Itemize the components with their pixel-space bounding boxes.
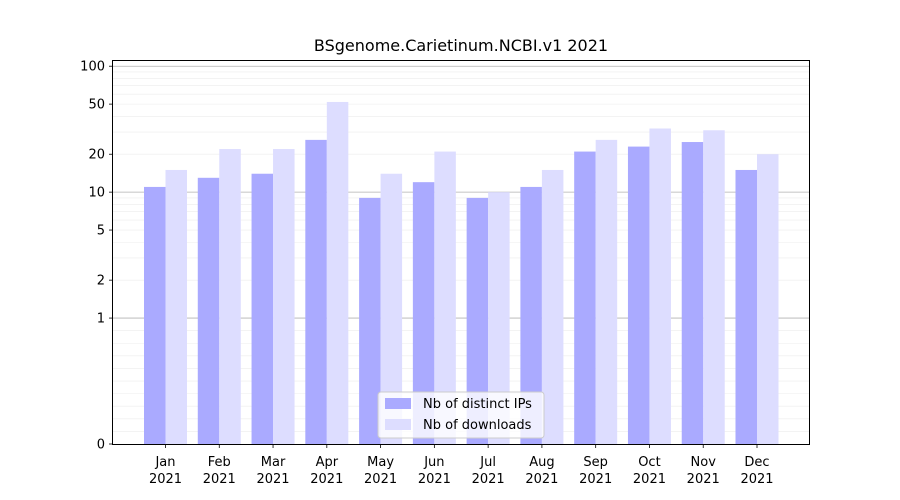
bar-downloads-jul bbox=[488, 192, 510, 444]
x-tick-label-year: 2021 bbox=[687, 472, 720, 487]
bar-downloads-aug bbox=[541, 169, 564, 444]
bar-distinct-ips-dec bbox=[735, 169, 757, 444]
y-tick-label: 2 bbox=[97, 274, 105, 289]
x-tick-label-month: Mar bbox=[261, 455, 286, 470]
bar-distinct-ips-apr bbox=[305, 139, 327, 444]
x-tick-label-year: 2021 bbox=[364, 472, 397, 487]
x-tick-label-month: Jun bbox=[423, 455, 444, 470]
x-tick-label-year: 2021 bbox=[310, 472, 343, 487]
bar-downloads-may bbox=[380, 173, 403, 444]
y-tick-label: 50 bbox=[88, 98, 105, 113]
bar-downloads-feb bbox=[219, 149, 241, 445]
bar-distinct-ips-may bbox=[359, 197, 381, 444]
bar-downloads-nov bbox=[703, 130, 725, 444]
x-tick-label-year: 2021 bbox=[740, 472, 773, 487]
bar-downloads-jun bbox=[434, 151, 456, 445]
x-tick-label-year: 2021 bbox=[256, 472, 289, 487]
y-tick-label: 1 bbox=[97, 312, 105, 327]
bar-downloads-oct bbox=[649, 128, 671, 444]
x-tick-label-month: Feb bbox=[208, 455, 231, 470]
bar-downloads-jan bbox=[165, 169, 187, 444]
x-tick-label-month: Apr bbox=[316, 455, 339, 470]
x-tick-label-month: Sep bbox=[583, 455, 608, 470]
x-tick-label-year: 2021 bbox=[418, 472, 451, 487]
chart-title: BSgenome.Carietinum.NCBI.v1 2021 bbox=[314, 36, 608, 55]
y-tick-label: 10 bbox=[88, 186, 105, 201]
bar-distinct-ips-jan bbox=[144, 186, 166, 445]
plot-frame bbox=[112, 60, 810, 445]
x-tick-label-month: Dec bbox=[744, 455, 769, 470]
legend-swatch-distinct-ips bbox=[385, 398, 411, 409]
bar-downloads-mar bbox=[273, 149, 295, 445]
x-tick-label-month: Aug bbox=[529, 455, 554, 470]
y-tick-label: 100 bbox=[80, 60, 105, 75]
x-tick-label-year: 2021 bbox=[203, 472, 236, 487]
bar-downloads-dec bbox=[757, 154, 779, 444]
legend-label-distinct-ips: Nb of distinct IPs bbox=[423, 397, 532, 412]
bar-distinct-ips-jun bbox=[412, 182, 435, 444]
x-tick-label-year: 2021 bbox=[472, 472, 505, 487]
legend-label-downloads: Nb of downloads bbox=[423, 418, 532, 433]
bar-distinct-ips-oct bbox=[627, 146, 650, 445]
y-tick-label: 0 bbox=[97, 438, 105, 453]
x-axis: Jan 2021 Feb 2021 Mar 2021 Apr 2021 May 2021 Jun 20… bbox=[149, 444, 774, 487]
bar-distinct-ips-jul bbox=[466, 197, 489, 444]
bar-distinct-ips-aug bbox=[520, 186, 542, 445]
bars-layer bbox=[144, 101, 779, 445]
legend-box bbox=[377, 391, 545, 439]
bar-downloads-sep bbox=[595, 139, 618, 444]
x-tick-label-year: 2021 bbox=[633, 472, 666, 487]
x-tick-label-month: Oct bbox=[638, 455, 660, 470]
bar-downloads-apr bbox=[326, 101, 349, 444]
legend: Nb of distinct IPs Nb of downloads bbox=[377, 391, 545, 439]
x-tick-label-year: 2021 bbox=[149, 472, 182, 487]
bar-distinct-ips-feb bbox=[197, 177, 220, 444]
y-axis: 0 1 2 5 10 20 50 100 bbox=[80, 60, 113, 453]
x-tick-label-month: Nov bbox=[691, 455, 717, 470]
y-tick-label: 20 bbox=[88, 148, 105, 163]
x-tick-label-year: 2021 bbox=[579, 472, 612, 487]
bar-distinct-ips-nov bbox=[681, 142, 704, 444]
bar-distinct-ips-mar bbox=[251, 173, 274, 444]
x-tick-label-month: Jan bbox=[154, 455, 175, 470]
x-tick-label-year: 2021 bbox=[525, 472, 558, 487]
legend-swatch-downloads bbox=[385, 419, 411, 430]
bar-distinct-ips-sep bbox=[574, 151, 596, 445]
x-tick-label-month: Jul bbox=[479, 455, 496, 470]
x-tick-label-month: May bbox=[367, 455, 394, 470]
y-tick-label: 5 bbox=[97, 224, 105, 239]
